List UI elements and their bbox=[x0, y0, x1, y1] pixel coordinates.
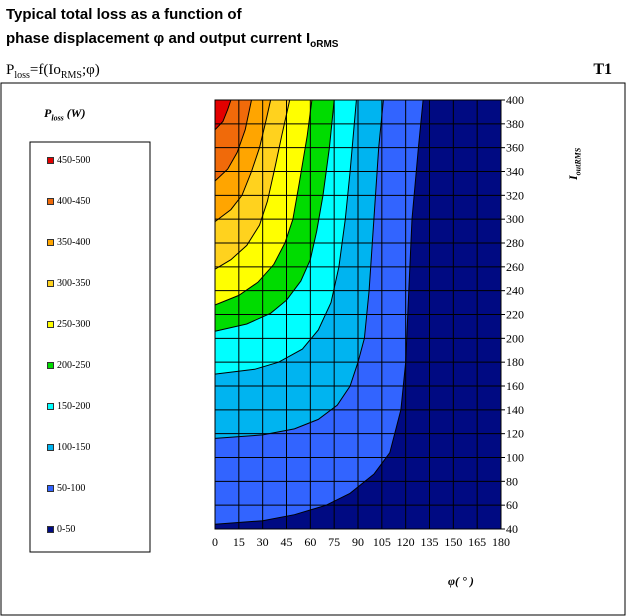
legend-swatch bbox=[47, 526, 54, 533]
legend-swatch bbox=[47, 485, 54, 492]
formula-p: P bbox=[6, 62, 15, 78]
legend-swatch bbox=[47, 157, 54, 164]
legend-label: 50-100 bbox=[57, 483, 86, 494]
legend-label: 400-450 bbox=[57, 196, 91, 207]
y-tick-label: 300 bbox=[506, 212, 524, 226]
formula-end: ;φ) bbox=[81, 62, 100, 78]
contour-450 bbox=[214, 99, 232, 131]
formula-loss-sub: loss bbox=[14, 70, 30, 81]
legend-item: 200-250 bbox=[47, 360, 90, 371]
y-tick-label: 200 bbox=[506, 331, 524, 345]
contour-300 bbox=[214, 99, 291, 270]
y-tick-label: 140 bbox=[506, 403, 524, 417]
x-tick-label: 60 bbox=[304, 535, 316, 549]
x-tick-label: 15 bbox=[233, 535, 245, 549]
legend-swatch bbox=[47, 362, 54, 369]
y-tick-label: 400 bbox=[506, 93, 524, 107]
legend-label: 300-350 bbox=[57, 278, 91, 289]
legend-title: Ploss (W) bbox=[44, 106, 85, 122]
contour-200 bbox=[214, 99, 335, 332]
legend-title-unit: (W) bbox=[63, 106, 86, 120]
y-tick-label: 120 bbox=[506, 427, 524, 441]
y-tick-label: 40 bbox=[506, 522, 518, 536]
legend-item: 0-50 bbox=[47, 524, 75, 535]
x-tick-label: 75 bbox=[328, 535, 340, 549]
formula-mid: =f(Io bbox=[29, 62, 61, 78]
chart-area: 0 15 30 45 60 75 90 105 120 135 150 165 180406080100… bbox=[0, 82, 626, 616]
contour-350 bbox=[214, 99, 272, 222]
y-axis-label-main: I bbox=[566, 175, 580, 180]
formula-rms-sub: RMS bbox=[60, 70, 82, 81]
y-axis-label: IoutRMS bbox=[566, 140, 586, 190]
legend-label: 200-250 bbox=[57, 360, 91, 371]
legend-label: 250-300 bbox=[57, 319, 91, 330]
x-tick-label: 150 bbox=[444, 535, 462, 549]
legend-item: 100-150 bbox=[47, 442, 90, 453]
chart-title-line1: Typical total loss as a function of bbox=[6, 6, 242, 23]
legend-item: 450-500 bbox=[47, 155, 90, 166]
legend-item: 50-100 bbox=[47, 483, 85, 494]
band-450-500 bbox=[215, 100, 231, 130]
y-tick-label: 80 bbox=[506, 474, 518, 488]
contour-400 bbox=[214, 99, 252, 182]
legend-item: 400-450 bbox=[47, 196, 90, 207]
legend-swatch bbox=[47, 403, 54, 410]
formula-label: Ploss=f(IoRMS;φ) bbox=[6, 62, 100, 81]
y-tick-label: 220 bbox=[506, 308, 524, 322]
contour-100 bbox=[214, 99, 384, 439]
y-axis-label-sub: outRMS bbox=[573, 147, 583, 176]
legend-label: 100-150 bbox=[57, 442, 91, 453]
contour-250 bbox=[214, 99, 313, 306]
x-tick-label: 90 bbox=[352, 535, 364, 549]
legend-label: 0-50 bbox=[57, 524, 76, 535]
y-tick-label: 320 bbox=[506, 188, 524, 202]
x-axis-label: φ( ° ) bbox=[448, 574, 474, 588]
legend-swatch bbox=[47, 239, 54, 246]
legend-title-p: P bbox=[44, 106, 52, 120]
legend-item: 300-350 bbox=[47, 278, 90, 289]
x-tick-label: 0 bbox=[212, 535, 218, 549]
x-tick-label: 135 bbox=[421, 535, 439, 549]
y-tick-label: 180 bbox=[506, 355, 524, 369]
x-tick-label: 45 bbox=[281, 535, 293, 549]
legend-title-sub: loss bbox=[51, 113, 64, 123]
band-400-450 bbox=[215, 100, 252, 181]
x-tick-label: 165 bbox=[468, 535, 486, 549]
legend-swatch bbox=[47, 280, 54, 287]
y-tick-label: 60 bbox=[506, 498, 518, 512]
y-tick-label: 160 bbox=[506, 379, 524, 393]
title-line2-text: phase displacement φ and output current … bbox=[6, 30, 311, 47]
y-tick-label: 100 bbox=[506, 451, 524, 465]
x-tick-label: 105 bbox=[373, 535, 391, 549]
legend-swatch bbox=[47, 198, 54, 205]
chart-title-line2: phase displacement φ and output current … bbox=[6, 30, 338, 50]
y-tick-label: 340 bbox=[506, 165, 524, 179]
legend-label: 350-400 bbox=[57, 237, 91, 248]
legend-item: 350-400 bbox=[47, 237, 90, 248]
contour-50 bbox=[214, 99, 424, 525]
x-tick-label: 120 bbox=[397, 535, 415, 549]
title-line2-sub: oRMS bbox=[310, 39, 339, 50]
y-tick-label: 380 bbox=[506, 117, 524, 131]
legend-item: 250-300 bbox=[47, 319, 90, 330]
figure-tag: T1 bbox=[593, 61, 612, 78]
legend-swatch bbox=[47, 444, 54, 451]
y-tick-label: 240 bbox=[506, 284, 524, 298]
x-tick-label: 180 bbox=[492, 535, 510, 549]
contour-150 bbox=[214, 99, 357, 375]
x-tick-label: 30 bbox=[257, 535, 269, 549]
y-tick-label: 260 bbox=[506, 260, 524, 274]
legend-label: 450-500 bbox=[57, 155, 91, 166]
legend-swatch bbox=[47, 321, 54, 328]
y-tick-label: 360 bbox=[506, 141, 524, 155]
legend-label: 150-200 bbox=[57, 401, 91, 412]
y-tick-label: 280 bbox=[506, 236, 524, 250]
legend-item: 150-200 bbox=[47, 401, 90, 412]
legend-box bbox=[29, 141, 151, 553]
